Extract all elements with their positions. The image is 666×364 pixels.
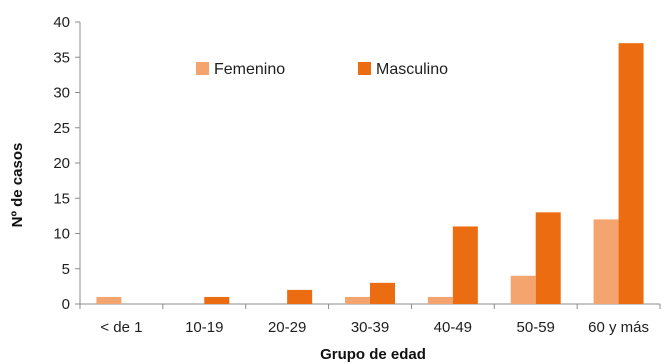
x-tick-label: 10-19: [185, 319, 223, 336]
bar-femenino: [427, 296, 453, 304]
y-tick-label: 35: [53, 49, 70, 66]
bar-masculino: [618, 43, 644, 305]
y-tick-label: 40: [53, 14, 70, 31]
bar-masculino: [370, 282, 395, 304]
bar-femenino: [593, 219, 619, 304]
y-tick-label: 30: [53, 85, 70, 102]
bar-masculino: [535, 212, 561, 304]
bar-femenino: [510, 275, 536, 304]
legend-label-masculino: Masculino: [376, 61, 448, 78]
legend-swatch-masculino: [358, 62, 371, 75]
bar-femenino: [345, 296, 370, 304]
plot-area: 0 5 10 15 20 25 30 35 40 < de 1 10-19 20-29 30-39 40-…: [53, 14, 661, 336]
x-tick-label: 60 y más: [588, 319, 649, 336]
y-tick-label: 20: [53, 155, 70, 172]
x-axis-title: Grupo de edad: [320, 346, 426, 363]
legend-swatch-femenino: [196, 62, 209, 75]
y-tick-label: 0: [62, 296, 70, 313]
x-tick-label: 40-49: [434, 319, 472, 336]
y-tick-label: 15: [53, 190, 70, 207]
y-tick-label: 5: [62, 261, 70, 278]
y-tick-label: 10: [53, 226, 70, 243]
legend: Femenino Masculino: [196, 61, 448, 78]
bar-masculino: [452, 226, 478, 304]
legend-label-femenino: Femenino: [214, 61, 285, 78]
bar-femenino: [96, 296, 122, 304]
x-tick-label: 20-29: [268, 319, 306, 336]
bar-masculino: [204, 296, 230, 304]
bar-masculino: [287, 289, 313, 304]
y-tick-label: 25: [53, 120, 70, 137]
x-tick-label: 50-59: [517, 319, 555, 336]
y-axis-title: Nº de casos: [9, 143, 26, 228]
x-tick-label: 30-39: [351, 319, 389, 336]
x-tick-label: < de 1: [100, 319, 142, 336]
